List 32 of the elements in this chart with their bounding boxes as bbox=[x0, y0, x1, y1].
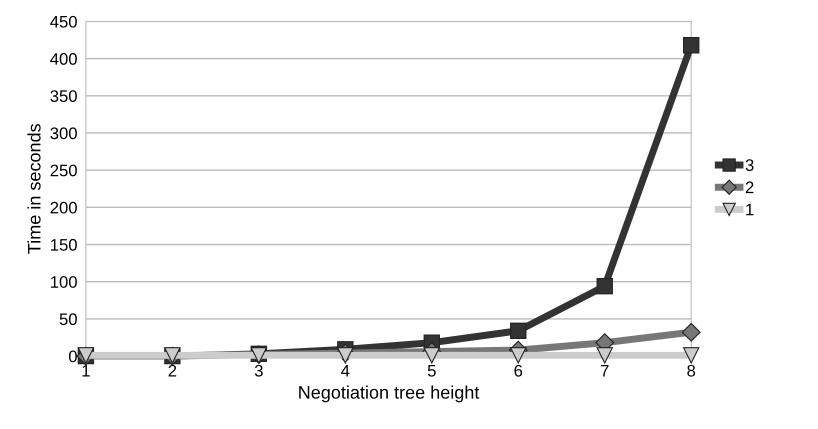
point bbox=[683, 37, 700, 54]
point bbox=[510, 322, 526, 339]
point bbox=[337, 347, 354, 364]
point bbox=[424, 347, 440, 364]
point bbox=[682, 322, 701, 342]
x-tick-label: 8 bbox=[687, 364, 696, 377]
y-tick-label: 150 bbox=[51, 238, 77, 251]
y-tick-label: 200 bbox=[50, 202, 77, 214]
x-tick-label: 7 bbox=[600, 365, 609, 376]
y-tick-label: 300 bbox=[50, 127, 77, 140]
x-tick-label: 3 bbox=[254, 364, 263, 377]
legend-label: 2 bbox=[746, 181, 754, 194]
x-tick-label: 4 bbox=[341, 365, 350, 376]
y-tick-label: 350 bbox=[50, 90, 77, 102]
x-tick-label: 2 bbox=[168, 364, 176, 376]
point bbox=[596, 347, 613, 364]
x-tick-label: 1 bbox=[82, 365, 90, 376]
y-axis-title: Time in seconds bbox=[27, 124, 41, 254]
legend-label: 3 bbox=[746, 159, 754, 172]
point bbox=[510, 347, 526, 364]
x-axis-title: Negotiation tree height bbox=[299, 385, 480, 402]
y-tick-label: 100 bbox=[51, 276, 77, 288]
point bbox=[596, 278, 613, 294]
legend-label: 1 bbox=[746, 204, 754, 216]
x-tick-label: 6 bbox=[514, 364, 522, 377]
y-tick-label: 250 bbox=[50, 164, 77, 176]
y-tick-label: 0 bbox=[68, 350, 77, 362]
y-tick-label: 450 bbox=[50, 16, 77, 28]
y-tick-label: 50 bbox=[60, 313, 77, 326]
y-tick-label: 400 bbox=[50, 53, 77, 65]
point bbox=[683, 347, 700, 364]
x-tick-label: 5 bbox=[428, 365, 436, 377]
